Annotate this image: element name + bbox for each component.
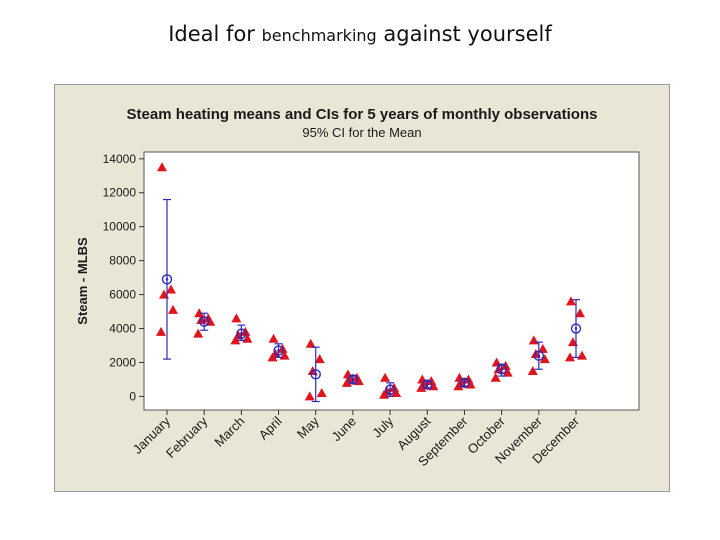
y-tick-label: 10000 xyxy=(103,220,137,234)
slide-title-part1: Ideal for xyxy=(168,22,255,46)
mean-marker-dot xyxy=(537,354,541,357)
observation-marker xyxy=(305,338,316,348)
chart-svg: Steam heating means and CIs for 5 years … xyxy=(75,106,640,469)
mean-marker-dot xyxy=(314,373,318,376)
observation-marker xyxy=(566,296,576,306)
observation-marker xyxy=(539,354,550,364)
mean-marker-dot xyxy=(351,378,355,381)
observation-marker xyxy=(193,328,204,338)
slide-title-part2: benchmarking xyxy=(261,26,377,45)
observation-marker xyxy=(304,391,315,401)
observation-marker xyxy=(231,313,242,323)
mean-marker-dot xyxy=(574,327,578,330)
y-tick-label: 8000 xyxy=(109,254,136,268)
mean-marker xyxy=(273,345,284,356)
y-ticks: 0 2000 4000 6000 8000 10000 12000 14000 xyxy=(103,152,144,403)
chart-subtitle: 95% CI for the Mean xyxy=(302,125,421,140)
mean-marker xyxy=(198,316,210,327)
mean-marker xyxy=(422,379,433,390)
y-tick-label: 12000 xyxy=(103,186,137,200)
observation-marker xyxy=(267,352,278,362)
y-tick-label: 2000 xyxy=(109,355,136,369)
x-tick-label: July xyxy=(369,413,396,440)
observation-marker xyxy=(268,333,279,343)
observation-marker xyxy=(500,360,511,370)
x-tick-label: June xyxy=(328,414,359,445)
y-tick-label: 6000 xyxy=(109,288,136,302)
mean-marker-dot xyxy=(388,388,392,391)
plot-area xyxy=(143,151,640,411)
observation-marker xyxy=(341,377,352,387)
x-tick-label: April xyxy=(256,413,285,442)
chart-title: Steam heating means and CIs for 5 years … xyxy=(127,106,598,123)
observation-marker xyxy=(230,335,241,345)
mean-marker xyxy=(496,364,507,375)
mean-marker xyxy=(533,350,545,361)
mean-marker xyxy=(570,323,582,334)
observation-marker xyxy=(490,372,501,382)
mean-marker-dot xyxy=(425,383,429,386)
mean-marker xyxy=(347,374,359,385)
chart-marks xyxy=(156,162,587,403)
observation-marker xyxy=(565,352,575,362)
mean-marker xyxy=(459,377,470,389)
observation-marker xyxy=(205,316,216,326)
observation-marker xyxy=(453,381,464,391)
observation-marker xyxy=(314,354,325,364)
mean-marker xyxy=(384,384,396,395)
observation-marker xyxy=(527,365,538,375)
mean-marker-dot xyxy=(500,367,503,371)
mean-marker-dot xyxy=(165,278,169,281)
y-axis-label: Steam - MLBS xyxy=(75,237,90,325)
observation-marker xyxy=(416,382,427,392)
observation-marker xyxy=(380,372,391,382)
mean-marker xyxy=(236,328,247,339)
observation-marker xyxy=(156,326,166,336)
mean-marker-dot xyxy=(202,320,206,324)
slide-title-part3: against yourself xyxy=(383,22,552,46)
y-tick-label: 14000 xyxy=(103,152,137,166)
y-tick-label: 4000 xyxy=(109,322,136,336)
x-tick-label: May xyxy=(294,413,322,441)
mean-marker-dot xyxy=(240,332,243,335)
mean-marker xyxy=(161,274,173,285)
x-tick-label: March xyxy=(211,414,247,450)
observation-marker xyxy=(391,388,402,398)
observation-marker xyxy=(168,304,178,314)
observation-marker xyxy=(537,343,548,353)
observation-marker xyxy=(575,308,585,318)
x-tick-label: February xyxy=(163,413,211,461)
chart-panel: Steam heating means and CIs for 5 years … xyxy=(54,84,670,492)
slide-title: Ideal for benchmarking against yourself xyxy=(0,22,720,46)
mean-marker-dot xyxy=(277,349,280,352)
observation-marker xyxy=(502,367,513,377)
observation-marker xyxy=(316,388,327,398)
mean-marker-dot xyxy=(463,381,466,385)
observation-marker xyxy=(157,162,167,172)
observation-marker xyxy=(194,308,205,318)
y-tick-label: 0 xyxy=(129,389,136,403)
observation-marker xyxy=(166,284,176,294)
mean-marker xyxy=(310,369,321,380)
